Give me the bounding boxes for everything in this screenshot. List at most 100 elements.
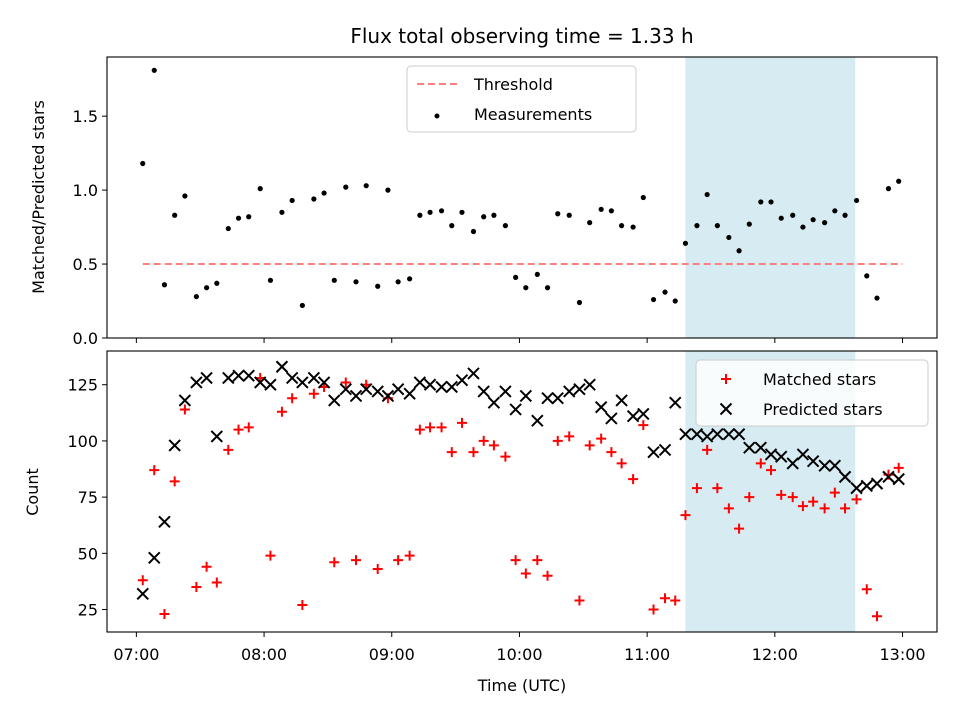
- measurement-point: [640, 194, 646, 201]
- predicted-star-point: [242, 369, 255, 382]
- bottom-legend: Matched stars Predicted stars: [695, 359, 929, 427]
- measurement-point: [736, 248, 742, 254]
- measurement-point: [375, 283, 381, 289]
- predicted-star-point: [445, 380, 458, 394]
- measurement-point: [885, 186, 892, 192]
- matched-star-point: [233, 424, 244, 435]
- bottom-x-tick-label: 11:00: [624, 645, 670, 664]
- predicted-star-point: [296, 376, 309, 389]
- matched-star-point: [723, 503, 734, 514]
- top-x-ticks: [135, 338, 904, 343]
- predicted-star-point: [626, 409, 640, 423]
- matched-star-point: [393, 555, 404, 566]
- measurement-point: [566, 212, 572, 218]
- matched-star-point: [606, 447, 617, 458]
- predicted-star-point: [669, 396, 682, 409]
- measurement-point: [555, 211, 561, 217]
- predicted-star-point: [455, 374, 469, 387]
- matched-star-point: [488, 440, 499, 451]
- bottom-y-ticks: 25 50 75 100 125: [67, 376, 107, 620]
- predicted-star-point: [403, 387, 416, 400]
- matched-star-point: [564, 431, 575, 442]
- measurement-point: [810, 217, 816, 223]
- measurement-point: [214, 280, 220, 286]
- measurement-point: [874, 295, 880, 301]
- predicted-star-point: [850, 481, 863, 495]
- matched-star-point: [616, 458, 627, 469]
- legend-measurements-swatch: [434, 113, 440, 119]
- predicted-star-point: [285, 371, 299, 385]
- predicted-star-point: [605, 412, 618, 425]
- legend-matched-marker: [721, 374, 731, 384]
- matched-stars-series: [137, 372, 904, 622]
- predicted-star-point: [870, 477, 884, 490]
- measurement-point: [758, 199, 764, 205]
- matched-star-point: [851, 494, 862, 505]
- measurement-point: [289, 197, 295, 204]
- measurement-point: [800, 224, 806, 230]
- measurement-point: [470, 228, 477, 235]
- matched-star-point: [584, 440, 595, 451]
- predicted-star-point: [615, 394, 628, 407]
- predicted-star-point: [594, 400, 608, 414]
- measurement-point: [650, 296, 657, 303]
- measurement-point: [608, 208, 614, 214]
- predicted-star-point: [541, 392, 554, 405]
- predicted-star-point: [818, 459, 831, 472]
- matched-star-point: [744, 492, 755, 503]
- matched-star-point: [660, 593, 671, 604]
- predicted-star-point: [499, 385, 512, 398]
- predicted-star-point: [232, 369, 245, 382]
- predicted-star-point: [882, 470, 895, 484]
- predicted-star-point: [775, 450, 788, 463]
- chart-title: Flux total observing time = 1.33 h: [350, 24, 693, 48]
- predicted-star-point: [190, 376, 203, 389]
- measurement-point: [746, 221, 752, 227]
- bottom-plot-frame: [106, 350, 938, 633]
- measurement-point: [151, 67, 157, 73]
- matched-star-point: [468, 447, 479, 458]
- top-y-tick-label: 0.5: [73, 255, 98, 274]
- matched-star-point: [670, 595, 681, 606]
- x-axis-label: Time (UTC): [477, 676, 566, 695]
- matched-star-point: [414, 424, 425, 435]
- measurement-point: [385, 187, 391, 193]
- predicted-star-point: [573, 383, 586, 396]
- matched-star-point: [243, 422, 254, 433]
- matched-star-point: [191, 582, 202, 593]
- bottom-x-tick-label: 10:00: [496, 645, 542, 664]
- measurement-point: [864, 273, 870, 279]
- matched-star-point: [510, 555, 521, 566]
- matched-star-point: [776, 489, 787, 500]
- predicted-star-point: [307, 371, 321, 385]
- measurement-point: [321, 190, 327, 196]
- predicted-star-point: [200, 371, 213, 385]
- measurements-series: [140, 67, 902, 309]
- legend-predicted-marker: [719, 402, 733, 416]
- measurement-point: [523, 285, 529, 291]
- top-y-tick-label: 1.0: [73, 181, 98, 200]
- matched-star-point: [223, 444, 234, 455]
- predicted-star-point: [210, 430, 224, 443]
- bottom-legend-box: [695, 359, 929, 427]
- top-plot-frame: [106, 56, 938, 339]
- measurement-point: [235, 215, 242, 221]
- measurement-point: [331, 277, 337, 283]
- bottom-x-tick-label: 12:00: [752, 645, 798, 664]
- measurement-point: [182, 193, 188, 199]
- measurement-point: [267, 277, 274, 283]
- predicted-star-point: [222, 371, 235, 385]
- bottom-x-ticks: 07:00 08:00 09:00 10:00 11:00 12:00 13:00: [113, 632, 926, 664]
- matched-star-point: [819, 503, 830, 514]
- predicted-star-point: [892, 472, 905, 486]
- predicted-star-point: [168, 439, 181, 452]
- predicted-star-point: [487, 396, 501, 409]
- top-y-ticks: 0.0 0.5 1.0 1.5: [73, 107, 107, 348]
- predicted-star-point: [583, 378, 596, 391]
- matched-star-point: [287, 393, 298, 404]
- measurement-point: [481, 214, 487, 220]
- predicted-star-point: [477, 385, 490, 398]
- matched-star-point: [436, 422, 447, 433]
- predicted-star-point: [178, 394, 192, 407]
